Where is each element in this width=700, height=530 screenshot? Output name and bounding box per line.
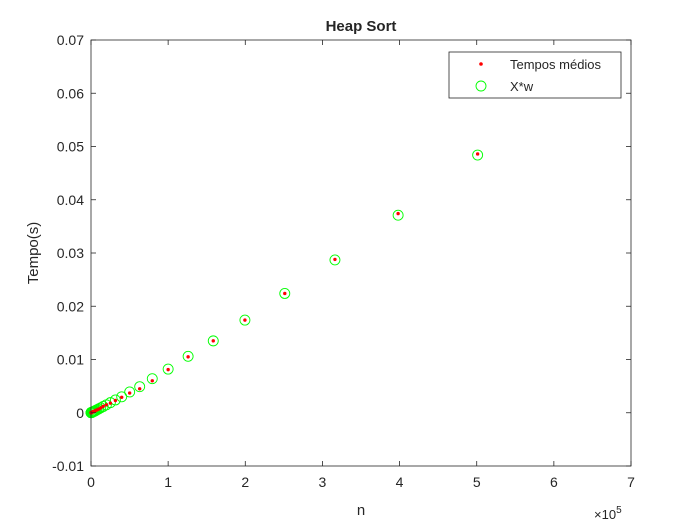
x-axis-exponent-base: ×10	[594, 507, 616, 522]
y-tick-label: 0.02	[57, 298, 84, 314]
x-tick-label: 2	[241, 474, 249, 490]
data-point-xw	[279, 288, 291, 299]
legend-item-x-w: X*w	[475, 79, 534, 94]
data-point-tempos-medios	[127, 391, 132, 395]
y-tick-label: 0.07	[57, 32, 84, 48]
data-point-xw	[146, 373, 158, 385]
x-axis-exponent: ×105	[594, 505, 622, 522]
legend-box	[448, 51, 622, 99]
data-point-xw	[392, 209, 404, 221]
y-tick-label: 0.06	[57, 85, 84, 101]
x-tick-label: 4	[396, 474, 404, 490]
data-point-xw	[124, 386, 136, 398]
x-axis-exponent-power: 5	[616, 505, 622, 516]
x-tick-label: 3	[319, 474, 327, 490]
data-point-tempos-medios	[108, 401, 113, 405]
legend-label-tempos-medios: Tempos médios	[510, 57, 602, 72]
y-tick-label: 0	[76, 405, 84, 421]
data-point-tempos-medios	[101, 404, 105, 409]
chart-title: Heap Sort	[326, 18, 397, 35]
data-point-xw	[162, 363, 174, 375]
data-point-xw	[239, 314, 251, 326]
ticks: 0 1 2 3 4 5 6 7-0.0100.010.020.030.040.050.060.…	[52, 32, 635, 490]
x-tick-label: 0	[87, 474, 95, 490]
data-point-tempos-medios	[113, 398, 118, 403]
data-point-tempos-medios	[166, 367, 170, 372]
y-tick-label: 0.05	[57, 139, 84, 155]
x-tick-label: 6	[550, 474, 558, 490]
data-point-xw	[134, 381, 146, 393]
data-point-xw	[109, 394, 121, 406]
data-point-tempos-medios	[99, 406, 103, 410]
legend-label-x-w: X*w	[510, 79, 534, 94]
x-tick-label: 5	[473, 474, 481, 490]
data-point-tempos-medios	[283, 291, 287, 296]
data-point-tempos-medios	[104, 403, 109, 407]
data-point-xw	[207, 335, 219, 347]
y-axis-label: Tempo(s)	[25, 222, 42, 285]
data-point-xw	[182, 350, 194, 362]
data-point-tempos-medios	[333, 257, 337, 262]
data-point-xw	[95, 402, 107, 414]
data-point-tempos-medios	[243, 318, 247, 322]
data-point-tempos-medios	[137, 387, 142, 391]
y-tick-label: 0.04	[57, 192, 84, 208]
y-tick-label: -0.01	[52, 458, 84, 474]
x-axis-label: n	[357, 502, 365, 519]
data-point-tempos-medios	[211, 339, 215, 343]
data-point-tempos-medios	[186, 355, 190, 359]
legend: Tempos médios X*w	[448, 51, 622, 99]
legend-marker-circle	[475, 80, 487, 92]
data-point-xw	[104, 397, 116, 409]
data-point-tempos-medios	[475, 152, 480, 156]
data-point-xw	[472, 149, 484, 161]
y-tick-label: 0.01	[57, 352, 84, 368]
plot-area	[91, 40, 631, 466]
data-point-tempos-medios	[120, 395, 124, 400]
y-tick-label: 0.03	[57, 245, 84, 261]
data-point-xw	[329, 254, 341, 266]
legend-marker-dot	[479, 62, 483, 66]
data-point-tempos-medios	[396, 211, 400, 216]
data-point-tempos-medios	[150, 379, 154, 383]
x-tick-label: 1	[164, 474, 172, 490]
legend-item-tempos-medios: Tempos médios	[479, 57, 602, 72]
data-point-xw	[116, 391, 128, 403]
x-tick-label: 7	[627, 474, 635, 490]
